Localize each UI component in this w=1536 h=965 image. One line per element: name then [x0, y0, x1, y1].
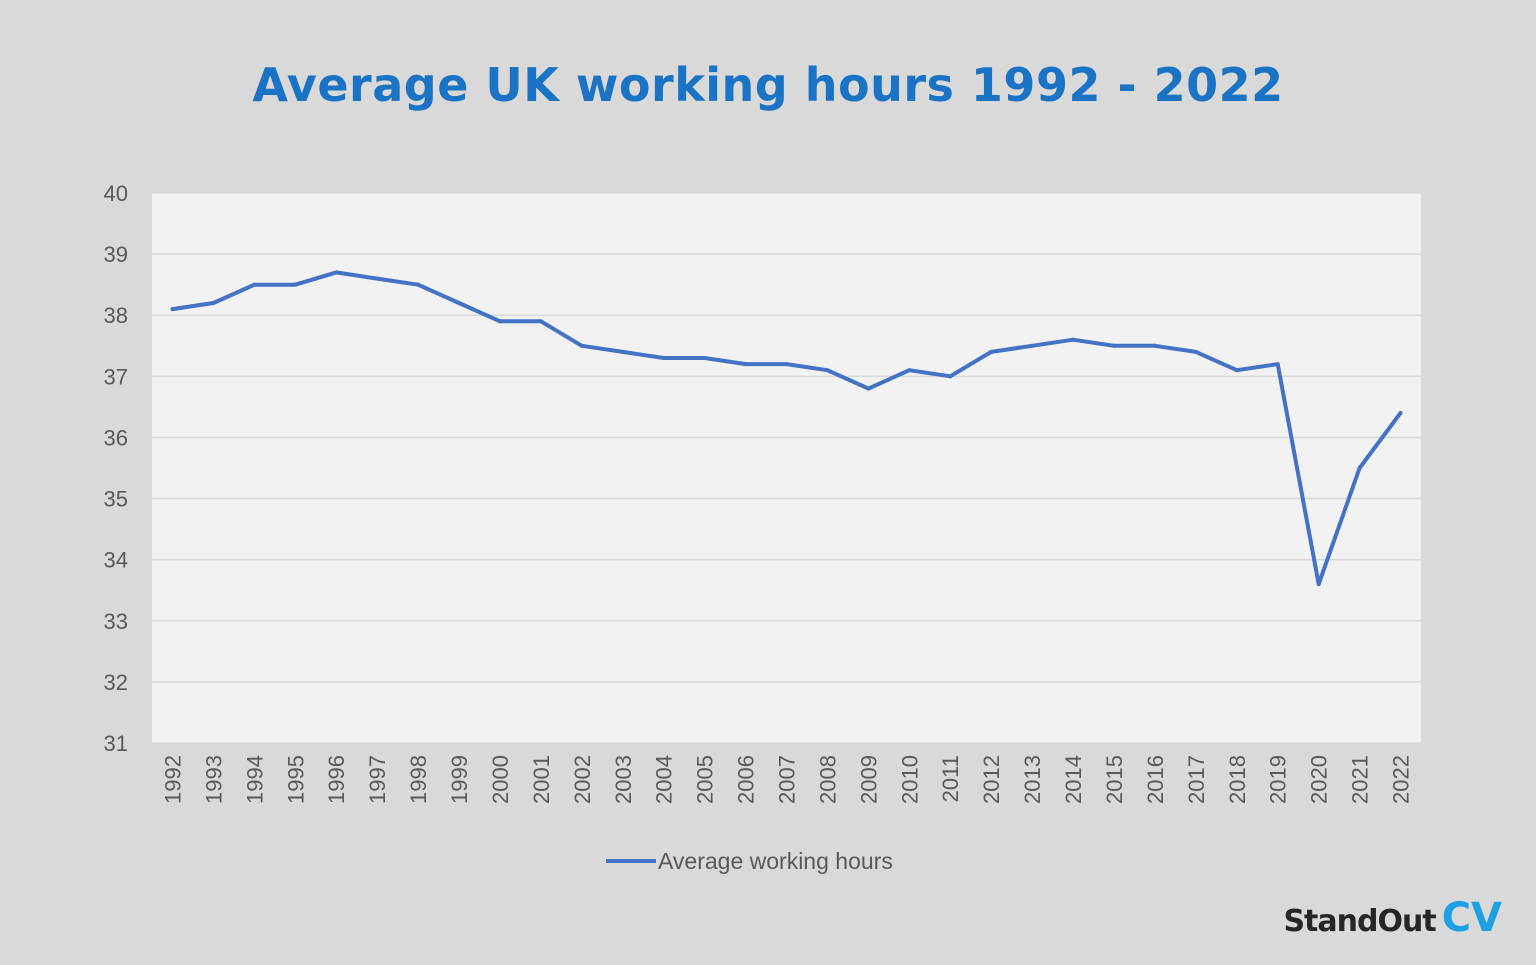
data-point — [620, 349, 625, 354]
y-tick-label: 40 — [104, 181, 128, 206]
x-tick-label: 2002 — [570, 755, 595, 804]
brand-name: StandOut — [1283, 904, 1436, 939]
x-tick-label: 1994 — [242, 755, 267, 804]
y-tick-label: 32 — [104, 670, 128, 695]
data-point — [170, 307, 175, 312]
y-axis: 31 32 33 34 35 36 37 38 39 40 — [104, 181, 128, 756]
data-point — [538, 319, 543, 324]
brand-logo: StandOut CV — [1283, 895, 1502, 941]
data-point — [1316, 582, 1321, 587]
x-tick-label: 2009 — [856, 755, 881, 804]
y-tick-label: 38 — [104, 303, 128, 328]
data-point — [1234, 368, 1239, 373]
y-tick-label: 37 — [104, 364, 128, 389]
data-point — [293, 282, 298, 287]
legend-label: Average working hours — [658, 848, 893, 874]
x-tick-label: 2014 — [1061, 755, 1086, 804]
legend: Average working hours — [606, 848, 893, 874]
data-point — [375, 276, 380, 281]
x-tick-label: 1993 — [201, 755, 226, 804]
data-point — [1071, 337, 1076, 342]
x-tick-label: 1992 — [160, 755, 185, 804]
data-point — [784, 362, 789, 367]
data-point — [661, 356, 666, 360]
x-tick-label: 1998 — [406, 755, 431, 804]
data-point — [457, 301, 462, 305]
data-point — [1275, 362, 1280, 367]
y-tick-label: 33 — [104, 609, 128, 634]
x-tick-label: 2007 — [775, 755, 800, 804]
x-tick-label: 2018 — [1225, 755, 1250, 804]
brand-suffix: CV — [1441, 895, 1502, 941]
data-point — [1357, 466, 1362, 470]
x-tick-label: 2004 — [652, 755, 677, 804]
data-point — [1111, 343, 1116, 348]
x-tick-label: 2021 — [1348, 755, 1373, 804]
x-tick-label: 2011 — [938, 755, 963, 802]
data-point — [497, 319, 502, 324]
y-tick-label: 36 — [104, 425, 128, 450]
x-tick-label: 2022 — [1389, 755, 1414, 804]
data-point — [579, 343, 584, 348]
y-tick-label: 31 — [104, 731, 128, 756]
y-tick-label: 34 — [104, 548, 128, 573]
x-tick-label: 2010 — [897, 755, 922, 804]
data-point — [989, 349, 994, 354]
x-tick-label: 2008 — [815, 755, 840, 804]
y-tick-label: 39 — [104, 242, 128, 267]
x-tick-label: 2017 — [1184, 755, 1209, 804]
gridlines — [152, 192, 1421, 744]
x-tick-label: 1996 — [324, 755, 349, 804]
x-tick-label: 2001 — [529, 755, 554, 804]
data-point — [1398, 411, 1403, 415]
series-layer — [170, 270, 1403, 587]
data-point — [866, 386, 871, 391]
data-point — [702, 356, 707, 360]
chart-title: Average UK working hours 1992 - 2022 — [252, 58, 1284, 112]
x-tick-label: 2012 — [979, 755, 1004, 804]
data-point — [1152, 343, 1157, 348]
data-point — [1030, 343, 1035, 348]
data-point — [948, 374, 953, 379]
data-point — [907, 368, 912, 373]
x-tick-label: 2020 — [1307, 755, 1332, 804]
data-point — [334, 270, 339, 275]
plot-area — [152, 193, 1421, 743]
x-tick-label: 2015 — [1102, 755, 1127, 804]
data-point — [1193, 349, 1198, 354]
x-tick-label: 2003 — [611, 755, 636, 804]
data-point — [211, 301, 216, 305]
x-tick-label: 1997 — [365, 755, 390, 804]
data-point — [416, 282, 421, 287]
x-tick-label: 2006 — [734, 755, 759, 804]
x-tick-label: 1999 — [447, 755, 472, 804]
x-tick-label: 2016 — [1143, 755, 1168, 804]
x-tick-label: 2019 — [1266, 755, 1291, 804]
x-tick-label: 2013 — [1020, 755, 1045, 804]
x-axis: 1992 1993 1994 1995 1996 1997 1998 1999 2000 2001… — [160, 755, 1413, 804]
x-tick-label: 2005 — [693, 755, 718, 804]
data-point — [743, 362, 748, 367]
y-tick-label: 35 — [104, 487, 128, 512]
data-point — [252, 282, 257, 287]
data-point — [825, 368, 830, 373]
x-tick-label: 1995 — [283, 755, 308, 804]
x-tick-label: 2000 — [488, 755, 513, 804]
